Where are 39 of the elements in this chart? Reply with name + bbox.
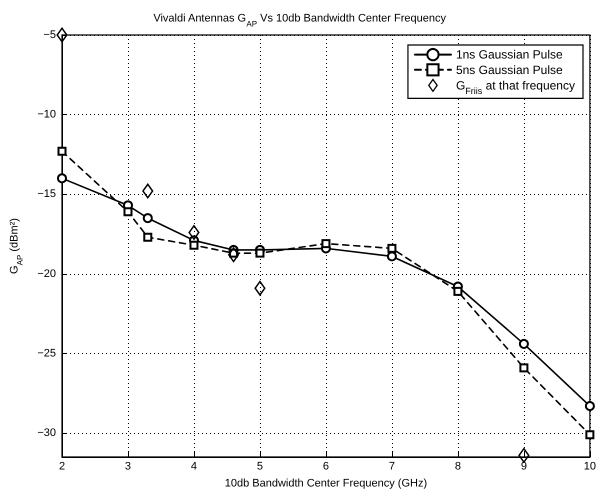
- x-tick-label: 2: [58, 460, 66, 472]
- point: [189, 240, 198, 250]
- x-tick-label: 5: [256, 460, 264, 472]
- x-tick-label: 9: [520, 460, 527, 472]
- y-tick-label: −10: [37, 108, 56, 121]
- point: [56, 27, 68, 43]
- point: [386, 251, 397, 262]
- y-tick-label: −15: [37, 188, 56, 200]
- x-tick-label: 10: [584, 460, 596, 472]
- x-tick-label: 7: [388, 460, 395, 472]
- point: [228, 246, 240, 263]
- x-tick-label: 3: [124, 460, 132, 472]
- y-tick-label: −20: [37, 268, 56, 280]
- y-tick-label: −30: [37, 427, 56, 440]
- point: [123, 207, 132, 216]
- point: [387, 244, 396, 253]
- point: [57, 173, 67, 184]
- point: [143, 232, 152, 242]
- point: [142, 213, 153, 224]
- x-tick-label: 8: [454, 460, 461, 472]
- y-axis-title: GAP (dBm²): [8, 218, 24, 274]
- point: [254, 280, 266, 296]
- point: [518, 338, 529, 349]
- x-tick-label: 6: [322, 460, 330, 472]
- point: [58, 146, 66, 156]
- point: [321, 239, 330, 248]
- point: [255, 248, 264, 258]
- y-tick-label: −25: [37, 347, 56, 360]
- point: [519, 363, 528, 372]
- y-tick-label: −5: [43, 29, 56, 41]
- legend-label: 1ns Gaussian Pulse: [456, 48, 564, 62]
- point: [584, 401, 595, 412]
- point: [585, 430, 594, 440]
- point: [188, 224, 200, 240]
- legend-label: 5ns Gaussian Pulse: [456, 62, 564, 77]
- point: [453, 286, 462, 296]
- point: [518, 447, 530, 464]
- x-tick-label: 4: [190, 460, 198, 472]
- x-axis-title: 10db Bandwidth Center Frequency (GHz): [224, 478, 428, 490]
